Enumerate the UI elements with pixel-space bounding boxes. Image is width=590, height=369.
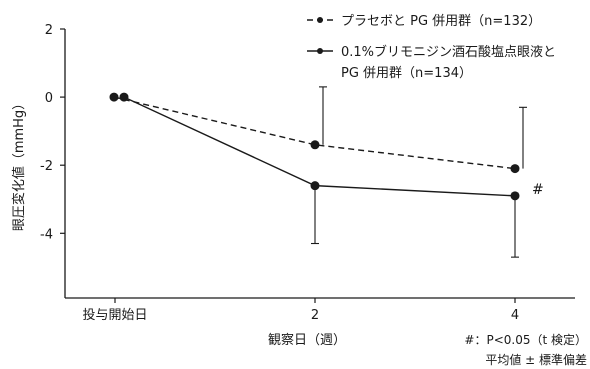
y-tick-label: -2 — [40, 159, 53, 174]
footnote: 平均値 ± 標準偏差 — [485, 352, 587, 367]
data-point — [119, 92, 129, 102]
legend-label: プラセボと PG 併用群（n=132） — [341, 14, 541, 29]
legend: プラセボと PG 併用群（n=132） 0.1%ブリモニジン酒石酸塩点眼液と PG … — [307, 14, 556, 81]
data-point — [310, 181, 320, 191]
significance-mark: # — [532, 182, 544, 198]
y-tick-label: 0 — [45, 91, 53, 106]
legend-label: 0.1%ブリモニジン酒石酸塩点眼液と — [341, 44, 556, 60]
x-tick-label: 2 — [311, 308, 319, 323]
series-1 — [119, 92, 520, 258]
legend-marker — [317, 17, 323, 23]
footnote: #：P<0.05（t 検定） — [464, 332, 587, 347]
legend-marker — [317, 48, 323, 54]
y-tick-label: -4 — [40, 227, 53, 242]
legend-label: PG 併用群（n=134） — [341, 66, 472, 81]
series-line — [113, 96, 516, 170]
y-axis-label: 眼圧変化値（mmHg） — [11, 97, 27, 231]
data-point — [510, 164, 520, 174]
notes: #：P<0.05（t 検定） 平均値 ± 標準偏差 — [464, 332, 587, 367]
series-layer: # — [109, 86, 544, 258]
x-tick-label: 投与開始日 — [82, 307, 147, 323]
data-point — [510, 191, 520, 201]
y-tick-label: 2 — [45, 23, 53, 38]
x-axis-label: 観察日（週） — [268, 333, 346, 348]
series-line — [123, 96, 516, 197]
data-point — [310, 140, 320, 150]
x-tick-label: 4 — [511, 308, 519, 323]
series-0 — [109, 86, 527, 174]
axes: 2 0 -2 -4 投与開始日 2 4 観察日（週） 眼圧変化値（mmHg） — [11, 23, 575, 348]
data-point — [109, 92, 119, 102]
